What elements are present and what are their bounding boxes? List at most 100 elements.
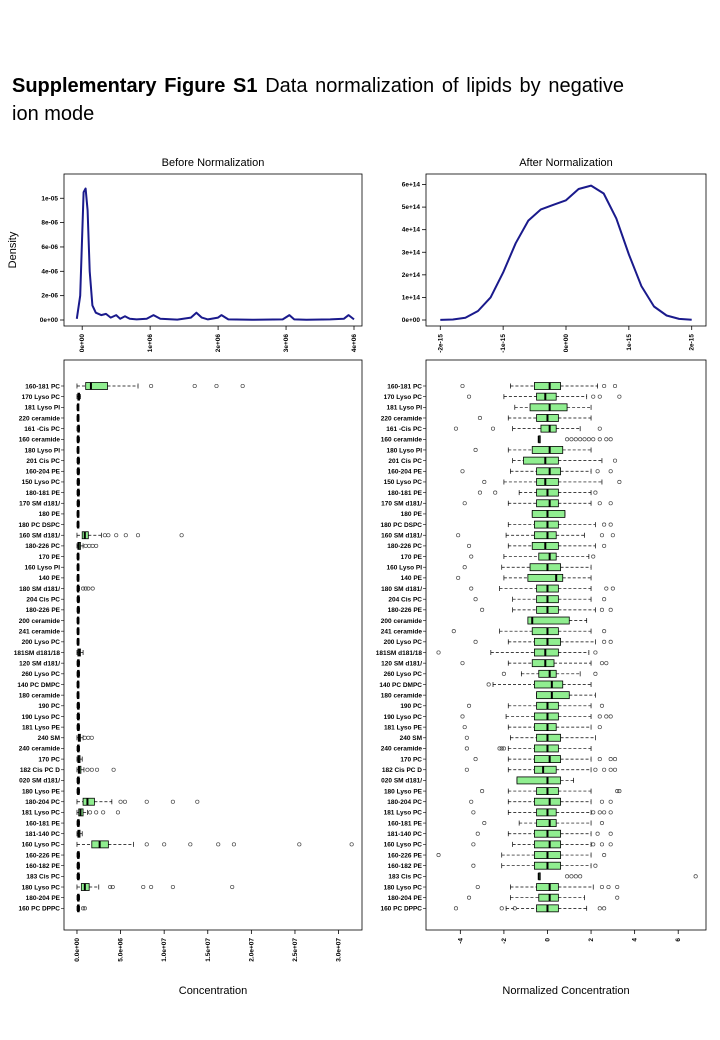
x-tick-label: -4 [457,938,464,944]
box [536,808,557,817]
caption-text: Data normalization of lipids by negative… [12,75,624,125]
outlier-point [599,799,605,804]
x-tick-label: 0 [544,938,551,942]
box-row: 160-204 PE [388,467,613,476]
box [534,531,557,540]
outlier-point [475,884,480,890]
category-label: 160 Lyso PC [22,842,61,849]
box-row: 140 PC DMPC [379,680,592,689]
plot-frame [63,173,363,327]
x-tick-label: 1.0e+07 [161,938,168,962]
box [534,712,559,721]
category-label: 190 PC [400,703,422,710]
outlier-point [135,533,141,538]
box-row: 180 Lyso PI [386,446,592,454]
outlier-point [602,383,607,389]
category-label: 182 Cis PC D [20,767,60,774]
outlier-point [612,458,618,463]
outlier-point [162,842,167,847]
x-axis-label: Concentration [179,985,248,997]
box-row: 180 PE [39,510,80,518]
outlier-point [106,533,111,538]
outlier-point [586,437,591,442]
boxplot-after: 160-181 PC 170 Lyso PC 181 Lyso PI 220 cera… [376,359,707,997]
category-label: 160 ceramide [19,437,61,444]
category-label: 181 Lyso PE [22,724,61,731]
category-label: 180 ceramide [381,692,423,699]
box-row: 190 PC [38,701,80,710]
outlier-point [123,533,128,538]
category-label: 160 Lyso PI [24,565,60,572]
box-row: 181SM d181/18 [14,648,84,657]
box [538,893,559,902]
outlier-point [608,767,613,772]
outlier-point [602,852,607,858]
category-label: 160-181 PC [25,383,60,390]
outlier-point [170,884,175,890]
outlier-point [82,735,87,740]
category-label: 200 ceramide [19,618,61,625]
category-label: 160 SM d181/ [381,533,422,540]
box-row: 183 Cis PC [388,872,698,881]
outlier-point [591,810,596,815]
outlier-point [188,842,193,847]
outlier-point [604,714,609,719]
x-tick-label: 2 [588,938,595,942]
category-label: 204 Cis PC [388,597,422,604]
category-label: 240 SM [38,735,60,742]
category-label: 181 Lyso PC [22,810,61,817]
outlier-point [512,906,517,911]
outlier-point [471,842,476,847]
x-tick-label: 3.0e+07 [336,938,343,962]
box-row: 220 ceramide [19,414,80,422]
category-label: 170 SM d181/ [381,501,422,508]
category-label: 160-204 PE [26,469,61,476]
outlier-point [460,714,465,719]
outlier-point [462,725,467,730]
box-row: 161 -Cis PC [386,424,602,433]
category-label: 180 PC DSPC [18,522,60,529]
outlier-point [108,884,113,890]
box-row: 180 SM d181/ [381,584,615,593]
category-label: 181 Lyso PI [386,405,422,412]
outlier-point [569,437,574,442]
outlier-point [456,575,461,580]
outlier-point [216,842,221,847]
category-label: 201 Cis PC [388,458,422,465]
outlier-point [466,703,472,708]
outlier-point [141,884,146,890]
box [534,723,557,732]
box [531,627,559,636]
box-row: 160 ceramide [19,435,80,444]
outlier-point [475,831,480,836]
outlier-point [597,437,602,442]
outlier-point [573,437,578,442]
box-row: 180 PC DSPC [380,520,613,529]
boxplot-before: 160-181 PC 170 Lyso PC 181 Lyso PI 220 cera… [14,359,363,997]
box-row: 240 ceramide [381,744,592,753]
box [527,616,570,625]
category-label: 180 ceramide [19,692,61,699]
x-tick-label: -2 [501,938,508,944]
y-tick-label: 6e+14 [402,182,421,189]
category-label: 180-181 PE [388,490,423,497]
outlier-point [693,874,698,879]
box-row: 180-181 PE [388,488,598,497]
box-row: 180 Lyso PC [384,883,620,891]
box [536,883,559,891]
category-label: 161 -Cis PC [386,426,422,433]
outlier-point [599,661,605,666]
box [536,392,557,401]
outlier-point [88,810,93,815]
outlier-point [464,746,469,751]
category-label: 260 Lyso PC [22,671,61,678]
outlier-point [460,661,465,666]
outlier-point [573,874,578,879]
outlier-point [602,810,607,815]
category-label: 160-226 PE [388,852,423,859]
box [540,424,557,433]
outlier-point [497,746,502,751]
outlier-point [591,394,596,399]
category-label: 200 ceramide [381,618,423,625]
plot-frame [63,359,363,931]
